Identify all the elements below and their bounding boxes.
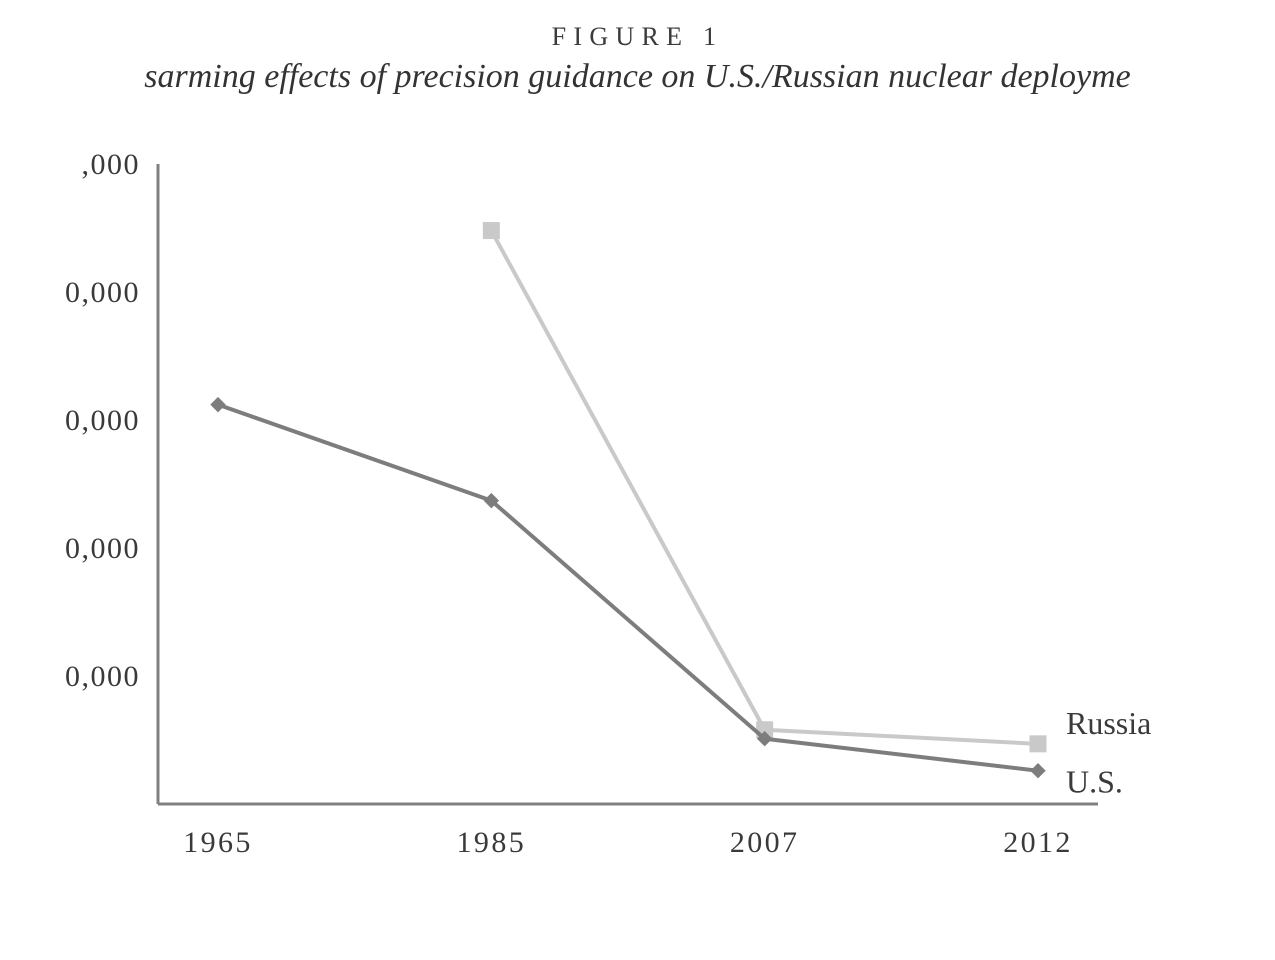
x-tick-label: 1985 (456, 826, 526, 859)
y-tick-label: ,000 (81, 148, 140, 181)
marker-square (1030, 736, 1046, 752)
series-line-russia (491, 231, 1038, 744)
y-tick-label: 0,000 (65, 532, 140, 565)
figure-label: FIGURE 1 (0, 22, 1275, 52)
y-tick-label: 0,000 (65, 276, 140, 309)
y-tick-label: 0,000 (65, 404, 140, 437)
x-tick-label: 2007 (729, 826, 799, 859)
marker-square (483, 223, 499, 239)
marker-diamond (1031, 764, 1045, 778)
series-line-u-s- (218, 405, 1038, 771)
figure-title: sarming effects of precision guidance on… (0, 58, 1275, 96)
series-label-u-s-: U.S. (1066, 764, 1123, 800)
line-chart: 0,000 0,000 0,000 0,000 ,000 1965 1985 2007 2012… (48, 144, 1228, 904)
x-tick-label: 2012 (1003, 826, 1073, 859)
x-tick-label: 1965 (183, 826, 253, 859)
marker-diamond (211, 398, 225, 412)
chart-container: 0,000 0,000 0,000 0,000 ,000 1965 1985 2007 2012… (48, 144, 1228, 904)
series-label-russia: Russia (1066, 705, 1151, 741)
y-tick-label: 0,000 (65, 660, 140, 693)
